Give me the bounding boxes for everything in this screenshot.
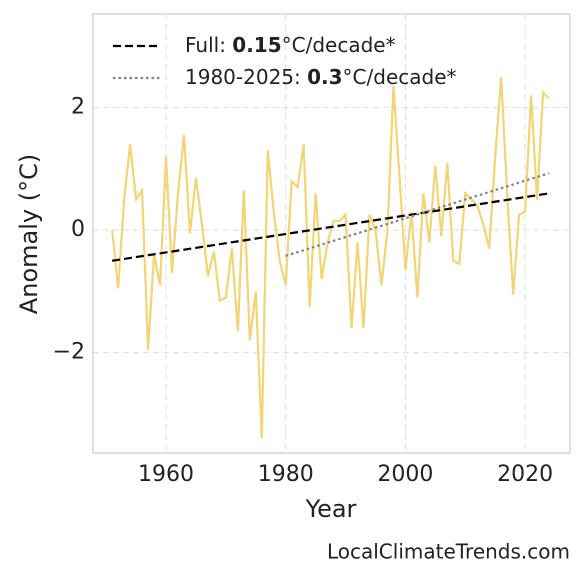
- x-axis-label: Year: [305, 495, 357, 523]
- plot-frame: [92, 13, 571, 454]
- trend-line: [285, 172, 550, 257]
- y-axis-label: Anomaly (°C): [15, 154, 43, 314]
- x-tick-label: 1980: [258, 462, 314, 487]
- legend-label: Full: 0.15°C/decade*: [185, 33, 396, 57]
- trend-line: [111, 192, 550, 262]
- legend-label: 1980-2025: 0.3°C/decade*: [185, 65, 457, 89]
- data-line: [111, 76, 550, 439]
- y-tick-label: 2: [71, 95, 85, 120]
- source: LocalClimateTrends.com: [327, 540, 570, 564]
- x-tick-label: 2000: [377, 462, 433, 487]
- x-tick-label: 2020: [497, 462, 553, 487]
- y-tick-label: 0: [71, 217, 85, 242]
- y-tick-label: −2: [53, 340, 85, 365]
- x-tick-label: 1960: [138, 462, 194, 487]
